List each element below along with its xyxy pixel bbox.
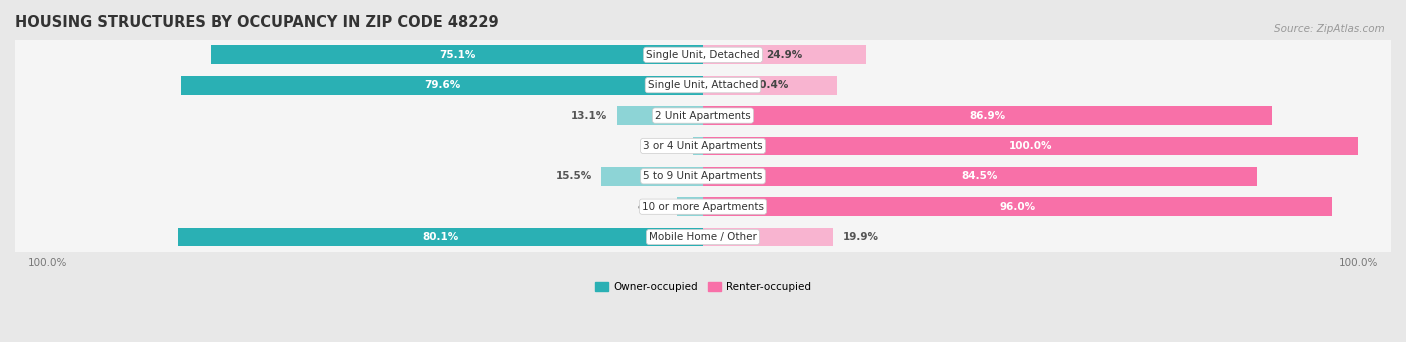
Text: 13.1%: 13.1%: [571, 110, 607, 121]
Text: 3 or 4 Unit Apartments: 3 or 4 Unit Apartments: [643, 141, 763, 151]
Bar: [703, 228, 834, 247]
Bar: [703, 197, 1331, 216]
Text: 80.1%: 80.1%: [422, 232, 458, 242]
Bar: [15, 100, 1391, 131]
Text: 0.0%: 0.0%: [654, 141, 683, 151]
Text: 4.0%: 4.0%: [638, 202, 666, 212]
Text: 84.5%: 84.5%: [962, 171, 998, 181]
Bar: [15, 161, 1391, 192]
Text: 10 or more Apartments: 10 or more Apartments: [643, 202, 763, 212]
Text: 20.4%: 20.4%: [752, 80, 787, 90]
Text: 79.6%: 79.6%: [425, 80, 460, 90]
Text: 86.9%: 86.9%: [970, 110, 1005, 121]
Bar: [703, 106, 1272, 125]
Bar: [617, 106, 703, 125]
Bar: [179, 228, 703, 247]
Text: 100.0%: 100.0%: [1010, 141, 1052, 151]
Text: 75.1%: 75.1%: [439, 50, 475, 60]
Bar: [15, 222, 1391, 252]
Bar: [15, 131, 1391, 161]
Bar: [703, 76, 837, 95]
Text: 5 to 9 Unit Apartments: 5 to 9 Unit Apartments: [644, 171, 762, 181]
Text: Source: ZipAtlas.com: Source: ZipAtlas.com: [1274, 24, 1385, 34]
Text: 15.5%: 15.5%: [555, 171, 592, 181]
Bar: [703, 167, 1257, 186]
Bar: [211, 45, 703, 64]
Legend: Owner-occupied, Renter-occupied: Owner-occupied, Renter-occupied: [591, 278, 815, 296]
Bar: [15, 70, 1391, 100]
Text: Single Unit, Detached: Single Unit, Detached: [647, 50, 759, 60]
Bar: [15, 40, 1391, 70]
Text: HOUSING STRUCTURES BY OCCUPANCY IN ZIP CODE 48229: HOUSING STRUCTURES BY OCCUPANCY IN ZIP C…: [15, 15, 499, 30]
Bar: [181, 76, 703, 95]
Bar: [693, 136, 703, 155]
Bar: [703, 136, 1358, 155]
Text: Mobile Home / Other: Mobile Home / Other: [650, 232, 756, 242]
Bar: [602, 167, 703, 186]
Text: 96.0%: 96.0%: [1000, 202, 1036, 212]
Text: Single Unit, Attached: Single Unit, Attached: [648, 80, 758, 90]
Text: 2 Unit Apartments: 2 Unit Apartments: [655, 110, 751, 121]
Text: 19.9%: 19.9%: [844, 232, 879, 242]
Bar: [15, 192, 1391, 222]
Bar: [703, 45, 866, 64]
Bar: [676, 197, 703, 216]
Text: 24.9%: 24.9%: [766, 50, 803, 60]
